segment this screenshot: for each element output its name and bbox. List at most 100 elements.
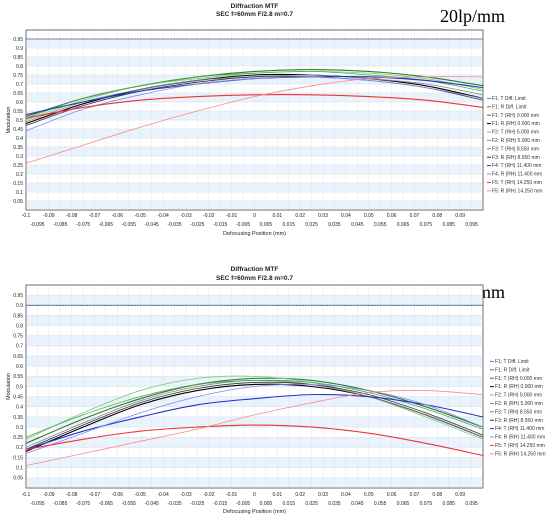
y-tick-label: 0.2: [16, 172, 23, 178]
x-tick-label: 0.085: [442, 222, 455, 228]
y-tick-label: 0.8: [16, 64, 23, 70]
x-tick-label: 0.05: [364, 213, 374, 219]
y-tick-label: 0.7: [16, 82, 23, 88]
x-tick-label: 0.02: [295, 492, 305, 498]
x-tick-label: -0.1: [22, 213, 31, 219]
x-tick-label: -0.02: [203, 213, 215, 219]
series-line-10: [25, 383, 484, 454]
legend-entry: F2: T (RH) 5.000 mm: [495, 393, 542, 399]
series-line-11: [25, 424, 484, 457]
legend-entry: F4: R (RH) 11.400 mm: [492, 172, 542, 178]
y-tick-label: 0.7: [16, 344, 23, 350]
x-tick-label: -0.09: [43, 492, 55, 498]
y-tick-label: 0.75: [13, 73, 23, 79]
x-tick-label: 0.035: [328, 222, 341, 228]
x-tick-label: 0: [253, 213, 256, 219]
x-tick-label: -0.02: [203, 492, 215, 498]
legend-entry: F3: T (RH) 8.550 mm: [492, 146, 539, 152]
y-tick-label: 0.3: [16, 425, 23, 431]
y-tick-label: 0.6: [16, 364, 23, 370]
y-tick-label: 0.5: [16, 384, 23, 390]
y-tick-label: 0.25: [13, 435, 23, 441]
x-tick-label: 0.01: [272, 492, 282, 498]
x-tick-label: -0.075: [76, 222, 90, 228]
chart-title: Diffraction MTF: [231, 3, 279, 10]
legend-entry: F1: R Diff. Limit: [495, 367, 530, 373]
x-tick-label: -0.015: [213, 501, 227, 507]
x-tick-label: 0.07: [410, 492, 420, 498]
x-tick-label: -0.095: [30, 501, 44, 507]
series-line-9: [25, 393, 484, 450]
x-tick-label: 0.005: [260, 222, 273, 228]
legend-entry: F5: T (RH) 14.250 mm: [495, 443, 545, 449]
y-tick-label: 0.1: [16, 466, 23, 472]
x-tick-label: -0.025: [190, 501, 204, 507]
x-tick-label: -0.065: [99, 501, 113, 507]
y-tick-label: 0.6: [16, 100, 23, 106]
x-tick-label: 0.09: [455, 492, 465, 498]
legend-entry: F5: T (RH) 14.250 mm: [492, 180, 542, 186]
legend-entry: F3: R (RH) 8.550 mm: [495, 418, 543, 424]
y-tick-label: 0.1: [16, 190, 23, 196]
series-group: [25, 304, 484, 467]
plot-grid: [25, 29, 484, 211]
x-tick-label: -0.08: [66, 492, 78, 498]
y-tick-label: 0.4: [16, 405, 23, 411]
x-tick-label: 0.015: [283, 222, 296, 228]
x-tick-label: 0.05: [364, 492, 374, 498]
x-tick-label: 0.045: [351, 222, 364, 228]
y-tick-label: 0.35: [13, 145, 23, 151]
legend: F1: T Diff. Limit F1: R Diff. Limit F1: T …: [487, 96, 543, 194]
y-tick-label: 0.9: [16, 46, 23, 52]
x-tick-label: -0.06: [112, 492, 124, 498]
y-tick-label: 0.85: [13, 55, 23, 61]
x-tick-label: -0.005: [236, 501, 250, 507]
legend-entry: F1: T Diff. Limit: [492, 96, 526, 102]
x-tick-label: 0: [253, 492, 256, 498]
x-tick-label: 0.065: [397, 222, 410, 228]
legend-entry: F1: T (RH) 0.000 mm: [492, 113, 539, 119]
x-tick-label: -0.05: [135, 213, 147, 219]
y-tick-label: 0.65: [13, 91, 23, 97]
x-tick-label: -0.1: [22, 492, 31, 498]
x-tick-label: 0.095: [465, 222, 478, 228]
x-axis-label: Defocusing Position (mm): [223, 509, 286, 515]
x-tick-label: 0.09: [455, 213, 465, 219]
y-tick-label: 0.75: [13, 334, 23, 340]
legend-entry: F5: R (RH) 14.250 mm: [495, 451, 546, 457]
legend-entry: F4: R (RH) 11.400 mm: [495, 435, 545, 441]
x-tick-label: -0.085: [53, 501, 67, 507]
x-tick-label: 0.055: [374, 501, 387, 507]
x-tick-label: -0.08: [66, 213, 78, 219]
y-tick-label: 0.55: [13, 374, 23, 380]
x-tick-label: -0.045: [145, 222, 159, 228]
y-axis-label: Modulation: [6, 373, 12, 400]
x-tick-label: -0.085: [53, 222, 67, 228]
x-tick-label: -0.03: [180, 492, 192, 498]
legend-entry: F1: T (RH) 0.000 mm: [495, 376, 542, 382]
y-tick-label: 0.55: [13, 109, 23, 115]
x-tick-label: 0.06: [387, 213, 397, 219]
series-line-8: [25, 381, 484, 450]
legend-entry: F2: T (RH) 5.000 mm: [492, 130, 539, 136]
legend-entry: F1: R (RH) 0.000 mm: [495, 384, 543, 390]
x-tick-label: -0.05: [135, 492, 147, 498]
series-line-11: [25, 94, 484, 119]
legend-entry: F1: R (RH) 0.000 mm: [492, 121, 540, 127]
y-tick-label: 0.9: [16, 303, 23, 309]
x-tick-label: 0.02: [295, 213, 305, 219]
legend-entry: F2: R (RH) 5.000 mm: [495, 401, 543, 407]
x-tick-label: 0.035: [328, 501, 341, 507]
x-tick-label: 0.075: [420, 222, 433, 228]
x-tick-label: -0.045: [145, 501, 159, 507]
legend-entry: F1: T Diff. Limit: [495, 359, 529, 365]
x-tick-label: -0.09: [43, 213, 55, 219]
x-tick-label: -0.065: [99, 222, 113, 228]
y-tick-label: 0.35: [13, 415, 23, 421]
x-tick-label: -0.015: [213, 222, 227, 228]
y-tick-label: 0.3: [16, 154, 23, 160]
x-tick-label: -0.01: [226, 213, 238, 219]
x-tick-label: 0.075: [420, 501, 433, 507]
